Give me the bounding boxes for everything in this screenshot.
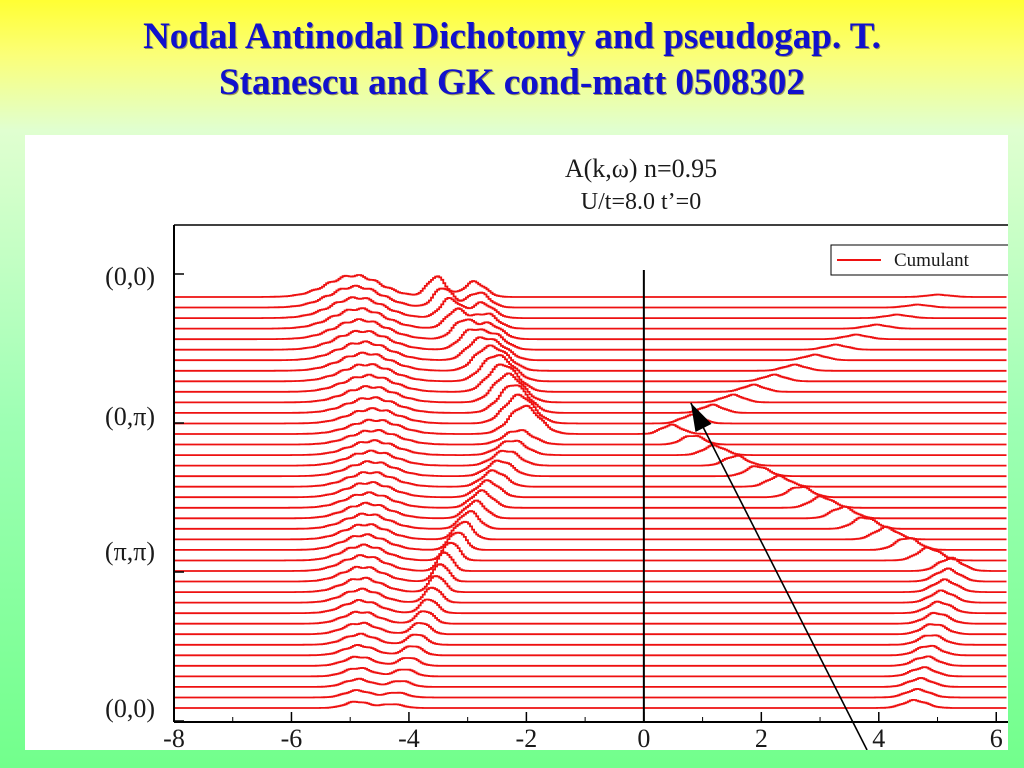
x-tick-label: -4 xyxy=(398,724,420,750)
spectral-function-chart: A(k,ω) n=0.95 U/t=8.0 t’=0 -8 -6 -4 -2 0 2 4 6 (… xyxy=(105,154,1008,750)
y-tick-label: (π,π) xyxy=(105,537,155,566)
spectral-curve xyxy=(174,336,1007,362)
spectral-curve xyxy=(174,384,1007,414)
spectral-curve xyxy=(174,621,1007,636)
slide-title: Nodal Antinodal Dichotomy and pseudogap.… xyxy=(0,14,1024,106)
spectral-function-figure: A(k,ω) n=0.95 U/t=8.0 t’=0 -8 -6 -4 -2 0 2 4 6 (… xyxy=(25,135,1008,750)
spectral-curve xyxy=(174,296,1007,319)
spectral-curve xyxy=(174,354,1007,383)
spectral-curve xyxy=(174,644,1007,657)
spectral-curve xyxy=(174,655,1007,667)
spectral-curves xyxy=(174,274,1007,709)
spectral-curve xyxy=(174,610,1007,625)
x-tick-label: -6 xyxy=(281,724,303,750)
spectral-curve xyxy=(174,699,1007,709)
spectral-curve xyxy=(174,575,1007,593)
x-tick-label: -8 xyxy=(163,724,185,750)
plot-axes xyxy=(173,224,1008,723)
axis-ticks: -8 -6 -4 -2 0 2 4 6 (0,0) (0,π) (π,π) (0,0) xyxy=(105,262,1003,750)
spectral-curve xyxy=(174,393,1007,425)
spectral-curve xyxy=(174,307,1007,330)
spectral-curve xyxy=(174,479,1007,499)
spectral-curve xyxy=(174,541,1007,562)
spectral-curve xyxy=(174,598,1007,615)
y-tick-label: (0,0) xyxy=(105,694,155,723)
spectral-curve xyxy=(174,586,1007,604)
spectral-curve xyxy=(174,688,1007,699)
slide-title-line-2: Stanescu and GK cond-matt 0508302 xyxy=(219,62,805,103)
x-tick-label: 4 xyxy=(872,724,885,750)
annotation-arrow xyxy=(690,402,868,750)
spectral-curve xyxy=(174,372,1007,404)
spectral-curve xyxy=(174,344,1007,372)
y-tick-label: (0,0) xyxy=(105,262,155,291)
spectral-curve xyxy=(174,677,1007,688)
spectral-curve xyxy=(174,459,1007,478)
legend-label: Cumulant xyxy=(894,250,970,271)
spectral-curve xyxy=(174,363,1007,393)
chart-legend: Cumulant xyxy=(830,244,1008,276)
spectral-curve xyxy=(174,318,1007,341)
spectral-curve xyxy=(174,429,1007,446)
spectral-curve xyxy=(174,563,1007,583)
spectral-curve xyxy=(174,489,1007,509)
spectral-curve xyxy=(174,449,1007,467)
spectral-curve xyxy=(174,632,1007,646)
spectral-curve xyxy=(174,328,1007,351)
spectral-curve xyxy=(174,531,1007,551)
x-tick-label: 0 xyxy=(637,724,650,750)
spectral-curve xyxy=(174,520,1007,541)
spectral-curve xyxy=(174,274,1007,298)
x-tick-label: -2 xyxy=(516,724,538,750)
slide-title-line-1: Nodal Antinodal Dichotomy and pseudogap.… xyxy=(143,16,881,57)
arrow-head xyxy=(690,403,712,433)
spectral-curve xyxy=(174,439,1007,456)
spectral-curve xyxy=(174,666,1007,678)
spectral-curve xyxy=(174,284,1007,309)
spectral-curve xyxy=(174,510,1007,530)
x-tick-label: 6 xyxy=(990,724,1003,750)
chart-subtitle: U/t=8.0 t’=0 xyxy=(581,189,701,215)
arrow-shaft xyxy=(690,402,868,750)
spectral-curve xyxy=(174,404,1007,435)
spectral-curve xyxy=(174,551,1007,572)
chart-title: A(k,ω) n=0.95 xyxy=(565,154,717,183)
spectral-curve xyxy=(174,469,1007,488)
spectral-curve xyxy=(174,499,1007,520)
x-tick-label: 2 xyxy=(755,724,768,750)
y-tick-label: (0,π) xyxy=(105,402,155,431)
